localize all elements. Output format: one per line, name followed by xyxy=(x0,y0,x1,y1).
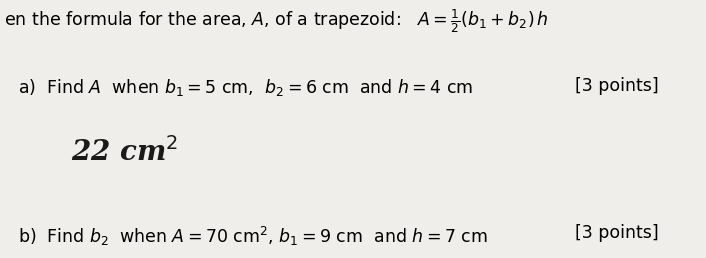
Text: [3 points]: [3 points] xyxy=(575,224,659,243)
Text: b)  Find $b_2$  when $A = 70$ cm$^2$, $b_1 = 9$ cm  and $h = 7$ cm: b) Find $b_2$ when $A = 70$ cm$^2$, $b_1… xyxy=(18,224,487,248)
Text: 22 cm$^2$: 22 cm$^2$ xyxy=(71,137,178,167)
Text: en the formula for the area, $A$, of a trapezoid:   $A = \frac{1}{2}(b_1 + b_2)\: en the formula for the area, $A$, of a t… xyxy=(4,8,548,35)
Text: [3 points]: [3 points] xyxy=(575,77,659,95)
Text: a)  Find $A$  when $b_1 = 5$ cm,  $b_2 = 6$ cm  and $h = 4$ cm: a) Find $A$ when $b_1 = 5$ cm, $b_2 = 6$… xyxy=(18,77,473,98)
